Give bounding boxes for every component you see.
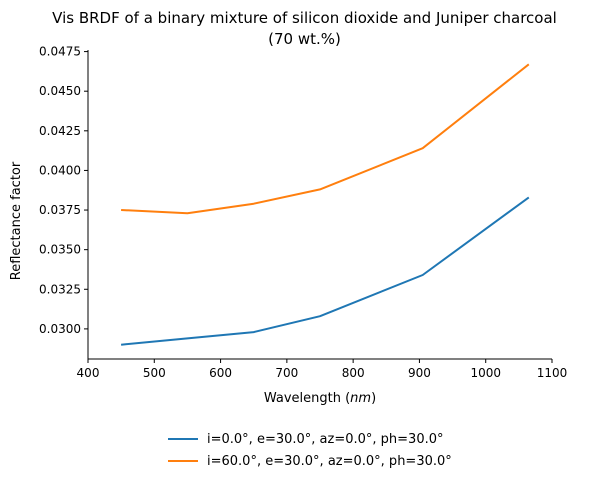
legend-item-series-2: i=60.0°, e=30.0°, az=0.0°, ph=30.0°: [158, 450, 478, 472]
y-tick-label: 0.0375: [39, 203, 81, 217]
legend: i=0.0°, e=30.0°, az=0.0°, ph=30.0° i=60.…: [158, 428, 478, 472]
x-axis-label-text: Wavelength: [264, 391, 341, 406]
x-tick-label: 1000: [470, 366, 501, 380]
x-tick-label: 600: [209, 366, 232, 380]
x-tick-label: 800: [342, 366, 365, 380]
y-tick-label: 0.0475: [39, 45, 81, 59]
x-tick-label: 700: [275, 366, 298, 380]
y-tick-label: 0.0425: [39, 124, 81, 138]
x-tick-label: 1100: [537, 366, 568, 380]
x-axis-label-unit: nm: [350, 391, 371, 406]
chart-title-line1: Vis BRDF of a binary mixture of silicon …: [52, 9, 557, 27]
axes-layer: [87, 50, 552, 360]
x-tick-label: 500: [143, 366, 166, 380]
legend-item-series-1: i=0.0°, e=30.0°, az=0.0°, ph=30.0°: [158, 428, 478, 450]
series-line-1: [121, 196, 530, 346]
chart-title-line2: (70 wt.%): [268, 30, 341, 48]
y-tick-label: 0.0325: [39, 282, 81, 296]
legend-label-series-2: i=60.0°, e=30.0°, az=0.0°, ph=30.0°: [207, 453, 452, 469]
y-tick-label: 0.0300: [39, 322, 81, 336]
series-layer: [121, 63, 530, 346]
y-tick-label: 0.0350: [39, 243, 81, 257]
legend-swatch-series-1: [168, 438, 198, 440]
legend-label-series-1: i=0.0°, e=30.0°, az=0.0°, ph=30.0°: [207, 431, 444, 447]
y-tick-label: 0.0400: [39, 163, 81, 177]
x-tick-label: 400: [77, 366, 100, 380]
ticks-layer: 400 500 600 700 800 900 1000 1100 0.0300 0.0325 0.…: [39, 45, 567, 380]
series-line-2: [121, 63, 530, 215]
y-axis-label: Reflectance factor: [9, 161, 24, 280]
legend-swatch-series-2: [168, 460, 198, 462]
x-axis-label: Wavelength (nm): [264, 391, 376, 406]
y-tick-label: 0.0450: [39, 84, 81, 98]
x-tick-label: 900: [408, 366, 431, 380]
